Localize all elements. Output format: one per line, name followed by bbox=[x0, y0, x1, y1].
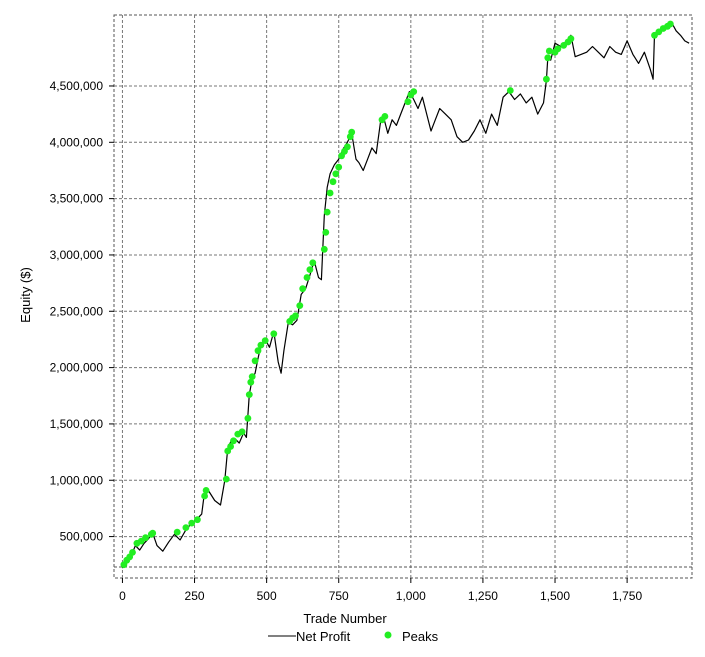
peak-point-60 bbox=[554, 45, 562, 53]
peak-point-13 bbox=[201, 492, 209, 500]
grid bbox=[114, 15, 692, 578]
peak-point-47 bbox=[344, 143, 351, 151]
x-axis-title: Trade Number bbox=[303, 611, 387, 626]
peak-point-21 bbox=[244, 414, 252, 422]
peak-point-24 bbox=[248, 373, 256, 380]
y-tick-label-7: 4,000,000 bbox=[50, 135, 104, 149]
y-tick-label-6: 3,500,000 bbox=[50, 192, 104, 206]
peak-point-8 bbox=[149, 529, 157, 537]
peak-point-33 bbox=[296, 302, 304, 309]
peak-point-23 bbox=[247, 378, 255, 386]
x-tick-label-1: 250 bbox=[185, 589, 205, 603]
peak-point-43 bbox=[332, 170, 340, 178]
peak-point-36 bbox=[306, 266, 314, 273]
peak-point-35 bbox=[303, 274, 311, 281]
legend-net-profit-label: Net Profit bbox=[296, 629, 351, 644]
legend: Net Profit Peaks bbox=[268, 629, 439, 644]
y-tick-label-4: 2,500,000 bbox=[50, 304, 104, 318]
x-tick-label-5: 1,250 bbox=[468, 589, 498, 603]
peak-point-40 bbox=[323, 208, 331, 216]
peaks-layer bbox=[120, 20, 674, 569]
legend-peaks-label: Peaks bbox=[402, 629, 439, 644]
peak-point-27 bbox=[257, 341, 265, 349]
x-tick-label-0: 0 bbox=[119, 589, 126, 603]
peak-point-20 bbox=[238, 428, 246, 436]
peak-point-9 bbox=[173, 528, 181, 536]
x-tick-label-2: 500 bbox=[257, 589, 277, 603]
peak-point-34 bbox=[299, 285, 307, 293]
peak-point-58 bbox=[545, 47, 553, 55]
peak-point-14 bbox=[202, 487, 210, 494]
peak-point-22 bbox=[245, 391, 253, 398]
peak-point-44 bbox=[335, 163, 343, 171]
peak-point-37 bbox=[309, 259, 317, 267]
x-tick-label-6: 1,500 bbox=[540, 589, 570, 603]
y-tick-label-2: 1,500,000 bbox=[50, 417, 104, 431]
peak-point-42 bbox=[329, 178, 337, 186]
peak-point-11 bbox=[188, 519, 196, 527]
peak-point-15 bbox=[222, 475, 230, 483]
peak-point-28 bbox=[261, 337, 269, 344]
peak-point-38 bbox=[320, 245, 328, 253]
peak-point-41 bbox=[326, 189, 334, 197]
peak-point-39 bbox=[322, 229, 330, 236]
peak-point-12 bbox=[194, 516, 201, 524]
peak-point-52 bbox=[404, 98, 412, 106]
legend-peaks-swatch bbox=[384, 631, 392, 639]
peak-point-10 bbox=[182, 524, 190, 531]
peak-point-63 bbox=[567, 35, 575, 43]
y-axis-title: Equity ($) bbox=[18, 267, 33, 323]
y-tick-label-8: 4,500,000 bbox=[50, 79, 104, 93]
peak-point-55 bbox=[506, 87, 514, 94]
y-tick-label-0: 500,000 bbox=[60, 530, 104, 544]
y-tick-label-5: 3,000,000 bbox=[50, 248, 104, 262]
peak-point-26 bbox=[254, 347, 262, 355]
peak-point-25 bbox=[251, 357, 259, 365]
peak-point-49 bbox=[348, 128, 356, 136]
peak-point-3 bbox=[129, 549, 136, 556]
peak-point-56 bbox=[543, 75, 550, 83]
peak-point-29 bbox=[270, 330, 278, 338]
plot-area bbox=[113, 14, 693, 579]
x-tick-label-7: 1,750 bbox=[612, 589, 642, 603]
peak-point-17 bbox=[227, 443, 235, 450]
peak-point-51 bbox=[381, 113, 389, 120]
peak-point-6 bbox=[142, 534, 149, 542]
y-tick-label-1: 1,000,000 bbox=[50, 473, 104, 487]
x-tick-label-4: 1,000 bbox=[396, 589, 426, 603]
y-tick-label-3: 2,000,000 bbox=[50, 361, 104, 375]
peak-point-32 bbox=[292, 312, 299, 320]
peak-point-57 bbox=[544, 54, 552, 62]
x-tick-label-3: 750 bbox=[329, 589, 349, 603]
x-tick-labels: 0 250 500 750 1,000 1,250 1,500 1,750 bbox=[119, 578, 642, 603]
peak-point-68 bbox=[667, 20, 674, 28]
y-tick-labels: 500,000 1,000,000 1,500,000 2,000,000 2,500,… bbox=[50, 79, 114, 544]
peak-point-18 bbox=[230, 437, 237, 445]
peak-point-54 bbox=[410, 88, 418, 95]
